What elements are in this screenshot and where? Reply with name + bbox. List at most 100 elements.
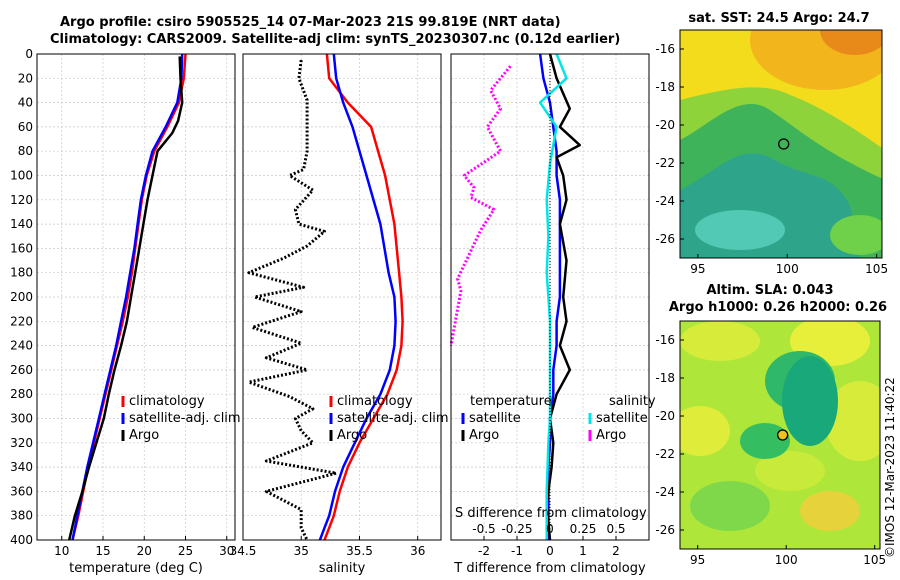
sla-map-field <box>680 321 880 549</box>
salinity-profile-legend-label: climatology <box>337 394 413 409</box>
salinity-profile-series-satellite-adj-clim <box>318 53 397 541</box>
temperature-profile-ytick-label: 260 <box>10 363 33 377</box>
temperature-profile-ytick-label: 220 <box>10 314 33 328</box>
temperature-profile-frame <box>36 53 236 541</box>
sla-map-argo-marker <box>777 429 789 441</box>
temperature-profile-legend-label: Argo <box>129 428 159 443</box>
temperature-profile-ytick-label: 340 <box>10 460 33 474</box>
sla-map-anomaly-patch <box>825 381 880 461</box>
salinity-profile-xtick-label: 36 <box>410 544 425 558</box>
temperature-profile-xtick-label: 30 <box>219 544 234 558</box>
difference-profile-xtick-label: 2 <box>612 544 620 558</box>
temperature-profile-series-satellite-adj-clim <box>71 53 184 541</box>
difference-profile-series-s-argo <box>449 65 512 346</box>
difference-legend-salinity-title: salinity <box>609 394 656 409</box>
temperature-profile-ytick-label: 400 <box>10 533 33 547</box>
sla-map-ytick-label: -20 <box>655 409 675 423</box>
imos-credit: ©IMOS 12-Mar-2023 11:40:22 <box>883 377 897 558</box>
figure-title-line1: Argo profile: csiro 5905525_14 07-Mar-20… <box>60 15 561 30</box>
sla-map-ytick-label: -18 <box>655 371 675 385</box>
temperature-profile-ytick-label: 280 <box>10 387 33 401</box>
sla-map-xtick-label: 105 <box>863 553 886 567</box>
salinity-profile-legend-label: Argo <box>337 428 367 443</box>
difference-s-axis-label: S difference from climatology <box>455 506 647 521</box>
difference-salinity-legend-label: Argo <box>596 428 626 443</box>
temperature-profile-ytick-label: 40 <box>18 96 33 110</box>
difference-profile-xtick-label: 0 <box>546 544 554 558</box>
temperature-profile-ytick-label: 100 <box>10 169 33 183</box>
difference-s-tick-label: 0 <box>546 522 554 536</box>
sst-map-ytick-label: -20 <box>655 118 675 132</box>
sst-map-frame <box>679 29 883 259</box>
temperature-profile-ytick-label: 200 <box>10 290 33 304</box>
temperature-profile-ytick-label: 0 <box>25 47 33 61</box>
sla-map-anomaly-patch <box>755 451 825 491</box>
difference-profile-xtick-label: 1 <box>579 544 587 558</box>
difference-profile-xlabel: T difference from climatology <box>453 561 646 576</box>
temperature-profile-ytick-label: 360 <box>10 484 33 498</box>
sla-map-anomaly-patch <box>800 491 860 531</box>
sla-map-ytick-label: -22 <box>655 447 675 461</box>
temperature-profile-ytick-label: 300 <box>10 412 33 426</box>
sst-map-ytick-label: -24 <box>655 194 675 208</box>
temperature-profile-xtick-label: 10 <box>54 544 69 558</box>
sst-map-field <box>680 30 882 258</box>
figure-title-line2: Climatology: CARS2009. Satellite-adj cli… <box>50 32 621 47</box>
salinity-profile-xlabel: salinity <box>319 561 366 576</box>
salinity-profile-xtick-label: 35 <box>294 544 309 558</box>
sst-map-ytick-label: -18 <box>655 80 675 94</box>
sst-map-argo-marker <box>778 138 790 150</box>
sst-map-coldest-patch <box>695 210 785 250</box>
sla-map-low-patch-2 <box>740 423 790 459</box>
sst-map-ytick-label: -26 <box>655 232 675 246</box>
salinity-profile-legend-label: satellite-adj. clim <box>337 411 449 426</box>
sst-map-xtick-label: 95 <box>690 262 705 276</box>
salinity-profile-xtick-label: 34.5 <box>230 544 257 558</box>
sla-map-ytick-label: -16 <box>655 333 675 347</box>
temperature-profile-ytick-label: 380 <box>10 509 33 523</box>
sst-map-ytick-label: -16 <box>655 42 675 56</box>
temperature-profile-ytick-label: 320 <box>10 436 33 450</box>
sla-map-xtick-label: 100 <box>775 553 798 567</box>
sla-map-anomaly-patch <box>680 321 760 361</box>
sst-map-xtick-label: 105 <box>865 262 888 276</box>
temperature-profile-xtick-label: 20 <box>137 544 152 558</box>
difference-s-tick-label: 0.5 <box>606 522 625 536</box>
sla-map-anomaly-patch <box>690 481 770 531</box>
sla-map-anomaly-patch <box>680 406 730 456</box>
temperature-profile-ytick-label: 160 <box>10 241 33 255</box>
salinity-profile-series-climatology <box>323 53 404 541</box>
sst-map-ytick-label: -22 <box>655 156 675 170</box>
sla-map-low-patch <box>782 356 838 446</box>
temperature-profile-legend-label: satellite-adj. clim <box>129 411 241 426</box>
temperature-profile-xtick-label: 15 <box>95 544 110 558</box>
sla-map-ytick-label: -24 <box>655 485 675 499</box>
sst-map-xtick-label: 100 <box>776 262 799 276</box>
temperature-profile-xlabel: temperature (deg C) <box>69 561 203 576</box>
temperature-profile-ytick-label: 180 <box>10 266 33 280</box>
salinity-profile-xtick-label: 35.5 <box>346 544 373 558</box>
temperature-profile-ytick-label: 240 <box>10 339 33 353</box>
sla-map-xtick-label: 95 <box>690 553 705 567</box>
temperature-profile-series-argo <box>67 56 184 541</box>
sst-map-title: sat. SST: 24.5 Argo: 24.7 <box>688 11 869 26</box>
sla-map-title-line1: Altim. SLA: 0.043 <box>707 283 834 298</box>
difference-temperature-legend-label: satellite <box>469 411 521 426</box>
difference-salinity-legend-label: satellite <box>596 411 648 426</box>
sla-map-title-line2: Argo h1000: 0.26 h2000: 0.26 <box>669 300 887 315</box>
temperature-profile-ytick-label: 140 <box>10 217 33 231</box>
temperature-profile-ytick-label: 80 <box>18 144 33 158</box>
salinity-profile-series-argo <box>247 59 338 541</box>
salinity-profile-frame <box>242 53 442 541</box>
difference-profile-series-t-argo <box>545 53 581 541</box>
difference-profile-xtick-label: -1 <box>511 544 523 558</box>
difference-temperature-legend-label: Argo <box>469 428 499 443</box>
sst-map-hot-patch <box>820 30 882 55</box>
temperature-profile-legend-label: climatology <box>129 394 205 409</box>
difference-s-tick-label: -0.5 <box>472 522 495 536</box>
sla-map-ytick-label: -26 <box>655 523 675 537</box>
difference-s-tick-label: 0.25 <box>570 522 597 536</box>
sst-map-corner-patch <box>830 215 882 255</box>
temperature-profile-ytick-label: 60 <box>18 120 33 134</box>
